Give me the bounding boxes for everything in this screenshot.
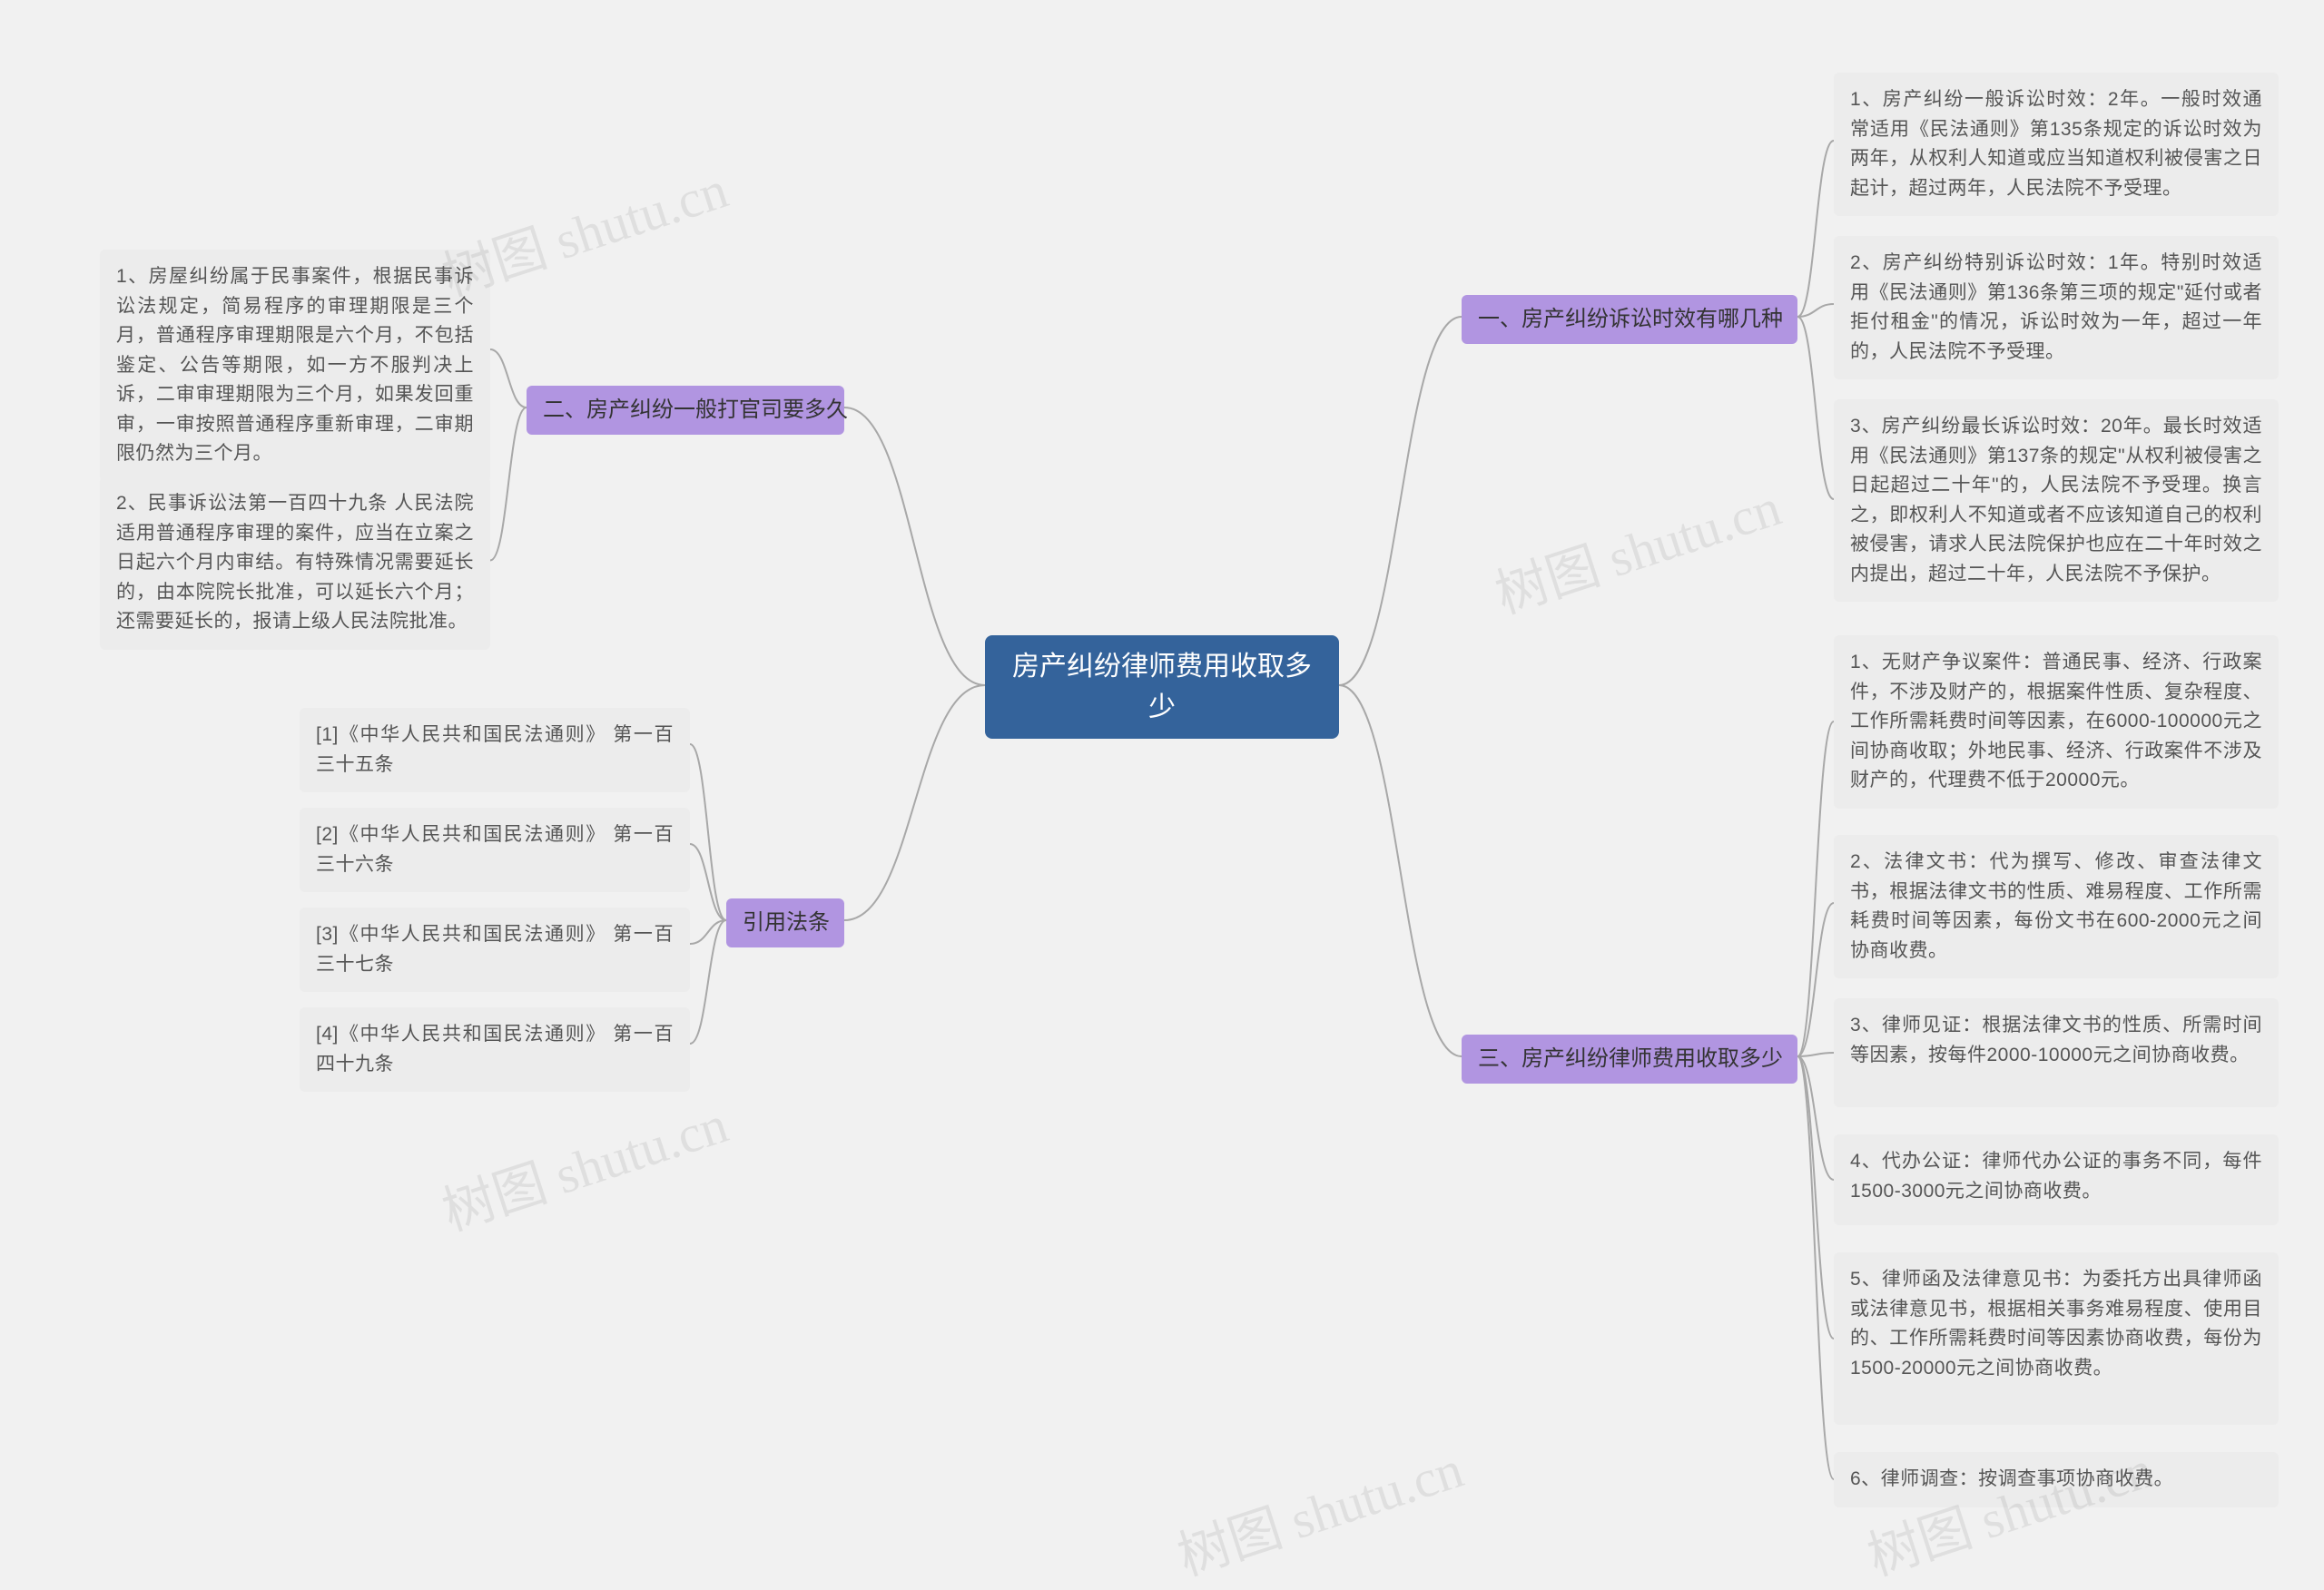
leaf-node: 5、律师函及法律意见书：为委托方出具律师函或法律意见书，根据相关事务难易程度、使… [1834,1252,2279,1425]
leaf-text: 1、房屋纠纷属于民事案件，根据民事诉讼法规定，简易程序的审理期限是三个月，普通程… [116,262,474,469]
branch-label: 一、房产纠纷诉讼时效有哪几种 [1478,304,1783,335]
leaf-node: 4、代办公证：律师代办公证的事务不同，每件1500-3000元之间协商收费。 [1834,1134,2279,1225]
branch-label: 引用法条 [743,908,830,938]
leaf-node: 1、无财产争议案件：普通民事、经济、行政案件，不涉及财产的，根据案件性质、复杂程… [1834,635,2279,809]
leaf-node: 6、律师调查：按调查事项协商收费。 [1834,1452,2279,1507]
branch-label: 二、房产纠纷一般打官司要多久 [543,395,848,426]
leaf-text: [2]《中华人民共和国民法通则》 第一百三十六条 [316,820,674,879]
root-label: 房产纠纷律师费用收取多少 [1001,646,1323,728]
branch-left-1: 引用法条 [726,898,844,947]
leaf-node: [4]《中华人民共和国民法通则》 第一百四十九条 [300,1007,690,1092]
leaf-text: 3、房产纠纷最长诉讼时效：20年。最长时效适用《民法通则》第137条的规定"从权… [1850,412,2262,589]
mindmap-canvas: 房产纠纷律师费用收取多少 一、房产纠纷诉讼时效有哪几种 1、房产纠纷一般诉讼时效… [0,0,2324,1540]
leaf-text: [3]《中华人民共和国民法通则》 第一百三十七条 [316,920,674,979]
leaf-text: 2、法律文书：代为撰写、修改、审查法律文书，根据法律文书的性质、难易程度、工作所… [1850,848,2262,966]
leaf-node: [3]《中华人民共和国民法通则》 第一百三十七条 [300,908,690,992]
branch-right-0: 一、房产纠纷诉讼时效有哪几种 [1462,295,1797,344]
leaf-text: 4、代办公证：律师代办公证的事务不同，每件1500-3000元之间协商收费。 [1850,1147,2262,1206]
leaf-text: 5、律师函及法律意见书：为委托方出具律师函或法律意见书，根据相关事务难易程度、使… [1850,1265,2262,1383]
root-node: 房产纠纷律师费用收取多少 [985,635,1339,739]
leaf-text: 3、律师见证：根据法律文书的性质、所需时间等因素，按每件2000-10000元之… [1850,1011,2262,1070]
branch-label: 三、房产纠纷律师费用收取多少 [1478,1044,1783,1075]
leaf-text: 1、房产纠纷一般诉讼时效：2年。一般时效通常适用《民法通则》第135条规定的诉讼… [1850,85,2262,203]
leaf-text: 2、民事诉讼法第一百四十九条 人民法院适用普通程序审理的案件，应当在立案之日起六… [116,489,474,637]
watermark: 树图 shutu.cn [431,1082,735,1245]
leaf-node: 1、房屋纠纷属于民事案件，根据民事诉讼法规定，简易程序的审理期限是三个月，普通程… [100,250,490,482]
leaf-text: [4]《中华人民共和国民法通则》 第一百四十九条 [316,1020,674,1079]
watermark: 树图 shutu.cn [1856,1427,2161,1590]
leaf-node: 1、房产纠纷一般诉讼时效：2年。一般时效通常适用《民法通则》第135条规定的诉讼… [1834,73,2279,216]
branch-right-1: 三、房产纠纷律师费用收取多少 [1462,1035,1797,1084]
leaf-node: 3、房产纠纷最长诉讼时效：20年。最长时效适用《民法通则》第137条的规定"从权… [1834,399,2279,602]
leaf-node: [2]《中华人民共和国民法通则》 第一百三十六条 [300,808,690,892]
watermark: 树图 shutu.cn [1484,465,1788,628]
leaf-node: 2、民事诉讼法第一百四十九条 人民法院适用普通程序审理的案件，应当在立案之日起六… [100,476,490,650]
branch-left-0: 二、房产纠纷一般打官司要多久 [527,386,844,435]
watermark: 树图 shutu.cn [1167,1427,1471,1590]
leaf-text: [1]《中华人民共和国民法通则》 第一百三十五条 [316,721,674,780]
leaf-text: 1、无财产争议案件：普通民事、经济、行政案件，不涉及财产的，根据案件性质、复杂程… [1850,648,2262,796]
leaf-node: 2、房产纠纷特别诉讼时效：1年。特别时效适用《民法通则》第136条第三项的规定"… [1834,236,2279,379]
leaf-node: 2、法律文书：代为撰写、修改、审查法律文书，根据法律文书的性质、难易程度、工作所… [1834,835,2279,978]
leaf-node: [1]《中华人民共和国民法通则》 第一百三十五条 [300,708,690,792]
leaf-text: 6、律师调查：按调查事项协商收费。 [1850,1465,2173,1495]
leaf-text: 2、房产纠纷特别诉讼时效：1年。特别时效适用《民法通则》第136条第三项的规定"… [1850,249,2262,367]
leaf-node: 3、律师见证：根据法律文书的性质、所需时间等因素，按每件2000-10000元之… [1834,998,2279,1107]
